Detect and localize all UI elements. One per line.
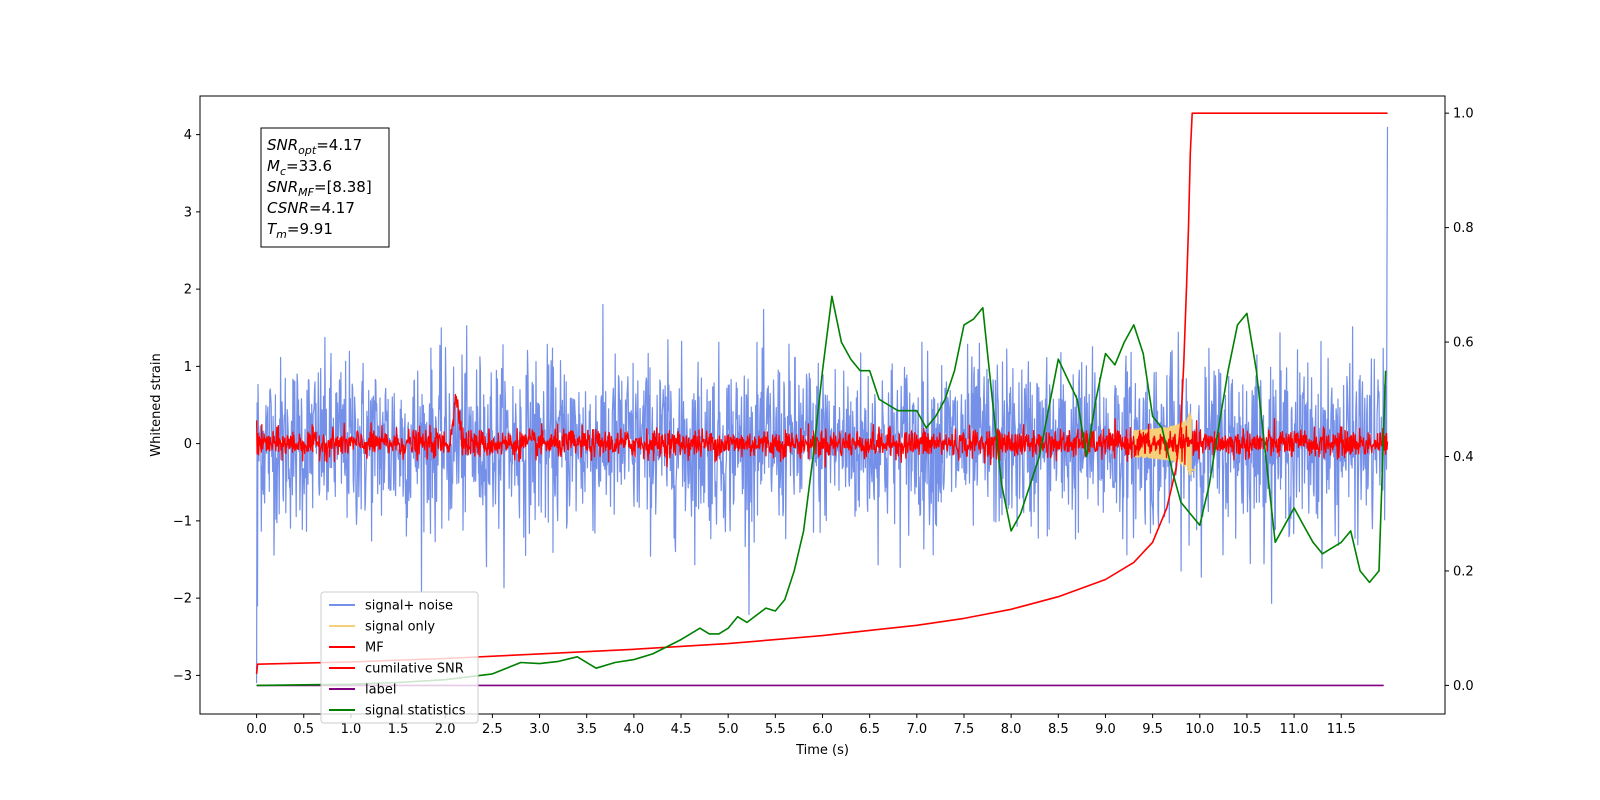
series-mf	[255, 393, 1389, 468]
y-tick-label: 2	[184, 283, 192, 298]
y-tick-label: −1	[173, 514, 192, 529]
y2-axis-ticks: 0.0 0.2 0.4 0.6 0.8 1.0	[1445, 107, 1474, 694]
y-axis-label: Whitened strain	[149, 353, 164, 456]
x-tick-label: 0.5	[293, 722, 314, 737]
legend-entry: signal statistics	[365, 704, 466, 719]
x-tick-label: 2.5	[482, 722, 503, 737]
legend: signal+ noise signal only MF cumilative SNR…	[320, 591, 479, 724]
legend-entry: signal only	[365, 620, 435, 635]
legend-entry: label	[365, 683, 396, 698]
x-tick-label: 11.0	[1280, 722, 1309, 737]
x-tick-label: 4.5	[671, 722, 692, 737]
x-tick-label: 10.5	[1232, 722, 1261, 737]
x-tick-label: 6.0	[812, 722, 833, 737]
x-tick-label: 8.0	[1001, 722, 1022, 737]
x-tick-label: 7.0	[906, 722, 927, 737]
info-box-frame	[260, 127, 390, 248]
legend-frame	[320, 591, 479, 724]
y-tick-label: −3	[173, 669, 192, 684]
x-tick-label: 9.0	[1095, 722, 1116, 737]
y2-tick-label: 0.2	[1453, 564, 1474, 579]
series-signal-statistics	[256, 295, 1387, 687]
x-tick-label: 1.0	[341, 722, 362, 737]
y2-tick-label: 0.8	[1453, 221, 1474, 236]
x-tick-label: 2.0	[435, 722, 456, 737]
info-box-line: CSNR=4.17	[267, 199, 355, 217]
x-tick-label: 5.5	[765, 722, 786, 737]
info-box-line: Tm=9.91	[267, 220, 333, 241]
x-axis-label: Time (s)	[795, 743, 849, 758]
x-tick-label: 9.5	[1142, 722, 1163, 737]
y-tick-label: −2	[173, 592, 192, 607]
y2-tick-label: 1.0	[1453, 107, 1474, 122]
legend-entry: cumilative SNR	[365, 662, 464, 677]
x-tick-label: 0.0	[246, 722, 267, 737]
info-box-line: SNRopt=4.17	[267, 136, 362, 157]
x-axis-ticks: 0.0 0.5 1.0 1.5 2.0 2.5 3.0 3.5 4.0 4.5 5.0 5.5 6.0 6…	[246, 714, 1356, 737]
x-tick-label: 3.5	[576, 722, 597, 737]
x-tick-label: 11.5	[1327, 722, 1356, 737]
x-tick-label: 4.0	[624, 722, 645, 737]
y-tick-label: 1	[184, 360, 192, 375]
y-tick-label: 0	[184, 437, 192, 452]
info-box-line: Mc=33.6	[267, 157, 332, 178]
y-tick-label: 4	[184, 128, 192, 143]
legend-entry: MF	[365, 641, 384, 656]
series-cumilative-snr	[255, 112, 1388, 674]
x-tick-label: 3.0	[529, 722, 550, 737]
x-tick-label: 1.5	[388, 722, 409, 737]
legend-entry: signal+ noise	[365, 599, 453, 614]
info-box-line: SNRMF=[8.38]	[267, 178, 372, 199]
x-tick-label: 5.0	[718, 722, 739, 737]
x-tick-label: 8.5	[1048, 722, 1069, 737]
y2-tick-label: 0.4	[1453, 450, 1474, 465]
y-axis-ticks: −3 −2 −1 0 1 2 3 4	[173, 128, 200, 684]
y-tick-label: 3	[184, 205, 192, 220]
y2-tick-label: 0.6	[1453, 336, 1474, 351]
x-tick-label: 6.5	[859, 722, 880, 737]
x-tick-label: 10.0	[1185, 722, 1214, 737]
x-tick-label: 7.5	[954, 722, 975, 737]
y2-tick-label: 0.0	[1453, 679, 1474, 694]
